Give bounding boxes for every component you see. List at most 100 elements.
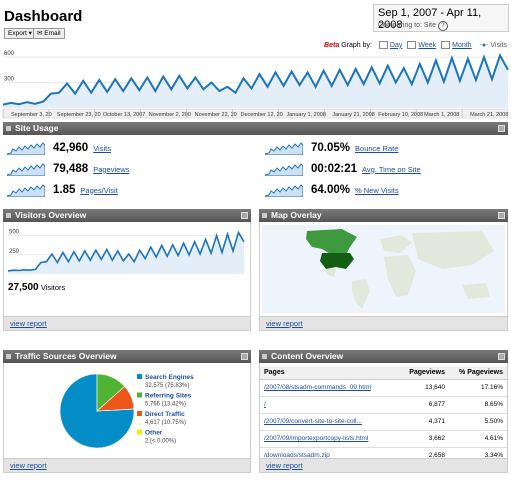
pie-slice: [96, 408, 135, 412]
map-mexico: [324, 269, 336, 277]
comparing-label: Comparing to:: [378, 22, 422, 29]
metric: 64.00% % New Visits: [265, 182, 399, 198]
x-tick-label: March 21, 2008: [470, 112, 508, 118]
page-title: Dashboard: [4, 8, 83, 25]
sparkline-shape: [265, 184, 303, 197]
content-title: Content Overview: [271, 351, 344, 361]
graph-by-label: Graph by:: [341, 41, 372, 49]
graph-option[interactable]: Month: [441, 41, 472, 49]
metric-value: 70.05%: [311, 142, 351, 154]
page-link[interactable]: /downloads/stsadm.zip: [264, 452, 330, 459]
export-label: Export: [8, 30, 27, 37]
option-label: Month: [452, 41, 472, 49]
panel-header: Traffic Sources Overview: [3, 350, 251, 363]
map-usa: [320, 253, 354, 269]
table-row: /2007/09/importexportcopy-lists.html 3,66…: [260, 431, 507, 448]
sparkline: [265, 142, 303, 155]
legend-value: 2 (< 0.00%): [145, 439, 176, 445]
table-row: /2007/09/convert-site-to-site-coll... 4,3…: [260, 414, 507, 431]
export-button[interactable]: Export ▾: [4, 28, 36, 39]
legend-label: Search Engines: [145, 374, 194, 381]
view-report-link[interactable]: view report: [260, 458, 507, 472]
comparing-value: Site: [423, 22, 436, 29]
option-icon: [378, 41, 388, 49]
map-australia: [462, 283, 490, 299]
option-icon: [407, 41, 417, 49]
cell: 3.34%: [484, 452, 503, 459]
graph-option[interactable]: Week: [407, 41, 436, 49]
panel-header: Visitors Overview: [3, 209, 251, 222]
metric-value: 42,960: [53, 142, 89, 154]
page-link[interactable]: /2007/08/stsadm-commands_09.html: [264, 384, 371, 391]
page-link[interactable]: /2007/09/convert-site-to-site-coll...: [264, 418, 362, 425]
column-header: % Pageviews: [459, 369, 503, 376]
legend-swatch: [137, 392, 142, 398]
metric-label[interactable]: Avg. Time on Site: [362, 164, 421, 174]
cell: 17.16%: [480, 384, 503, 391]
metric-value: 64.00%: [311, 184, 351, 196]
table-row: /2007/08/stsadm-commands_09.html 13,640 17…: [260, 380, 507, 397]
email-button[interactable]: ✉ Email: [33, 28, 65, 39]
metric-label[interactable]: Pages/Visit: [80, 185, 118, 195]
sparkline-shape: [7, 142, 45, 155]
table-row: / 6,877 8.65%: [260, 397, 507, 414]
x-tick-label: September 23, 20: [57, 112, 101, 118]
x-tick-label: November 22, 20: [195, 112, 237, 118]
content-table: Pages Pageviews % Pageviews/2007/08/stsadm…: [260, 366, 507, 465]
cell: 4.61%: [484, 435, 503, 442]
traffic-title: Traffic Sources Overview: [15, 351, 117, 361]
metric-label[interactable]: Visits: [93, 143, 111, 153]
x-tick-label: November 2, 200: [149, 112, 191, 118]
view-report-link[interactable]: view report: [4, 458, 250, 472]
option-label: Day: [389, 41, 403, 49]
visitors-title: Visitors Overview: [15, 210, 87, 220]
site-usage-title: Site Usage: [15, 123, 59, 133]
date-range: Sep 1, 2007 - Apr 11, 2008: [378, 7, 482, 31]
visitors-total-label: Visitors: [40, 283, 66, 292]
view-report-link[interactable]: view report: [4, 316, 250, 330]
metric: 1.85 Pages/Visit: [7, 182, 118, 198]
column-header: Pageviews: [409, 369, 445, 376]
line: [2, 52, 509, 106]
date-picker[interactable]: Sep 1, 2007 - Apr 11, 2008 Comparing to:…: [373, 4, 509, 32]
metric-label[interactable]: Bounce Rate: [355, 143, 399, 153]
metric-label[interactable]: Pageviews: [93, 164, 130, 174]
metric: 00:02:21 Avg. Time on Site: [265, 161, 421, 177]
area: [8, 232, 244, 274]
sparkline-shape: [265, 163, 303, 176]
y-tick-label: 300: [4, 77, 15, 83]
y-tick-label: 250: [9, 249, 20, 255]
visitors-total: 27,500 Visitors: [8, 282, 65, 293]
cell: 4,371: [428, 418, 445, 425]
cell: 8.65%: [484, 401, 503, 408]
page-link[interactable]: /: [264, 401, 266, 408]
metric-value: 00:02:21: [311, 163, 358, 175]
graph-controls: Beta Graph by: Day Week Month -●- Visits: [324, 41, 507, 49]
legend-swatch: [137, 429, 142, 435]
cell: 13,640: [425, 384, 445, 391]
map-europe: [380, 235, 412, 253]
legend-label: Referring Sites: [145, 393, 192, 400]
traffic-pie-chart: Search Engines 32,575 (75.83%) Referring S…: [59, 373, 194, 449]
metric-value: 79,488: [53, 163, 89, 175]
legend-value: 5,766 (13.42%): [145, 402, 186, 408]
y-tick-label: 600: [4, 51, 15, 57]
option-icon: [441, 41, 451, 49]
panel-header: Content Overview: [259, 350, 508, 363]
metric-label[interactable]: % New Visits: [355, 185, 399, 195]
pie-slice: [59, 373, 135, 449]
sparkline: [265, 163, 303, 176]
page-link[interactable]: /2007/09/importexportcopy-lists.html: [264, 435, 369, 442]
metric: 42,960 Visits: [7, 140, 111, 156]
sparkline-shape: [265, 142, 303, 155]
x-tick-label: January 21, 2008: [332, 112, 375, 118]
visitors-total-value: 27,500: [8, 282, 39, 293]
sparkline-shape: [7, 184, 45, 197]
view-report-link[interactable]: view report: [260, 316, 507, 330]
x-tick-label: September 3, 20: [11, 112, 52, 118]
graph-option[interactable]: Day: [378, 41, 403, 49]
metric-value: 1.85: [53, 184, 76, 196]
map-title: Map Overlay: [271, 210, 322, 220]
world-map: [262, 225, 505, 313]
